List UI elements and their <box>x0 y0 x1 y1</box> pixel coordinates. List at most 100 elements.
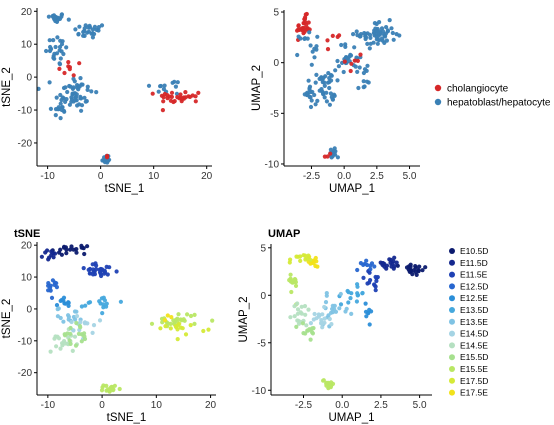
point-e11-5e <box>102 268 107 273</box>
point-hepatoblast-hepatocyte <box>174 91 179 96</box>
y-tick-label: 5 <box>273 8 279 19</box>
point-hepatoblast-hepatocyte <box>322 83 327 88</box>
point-e15-5e <box>328 383 333 388</box>
point-e13-5d <box>83 303 88 308</box>
point-e15-5e <box>321 378 326 383</box>
point-hepatoblast-hepatocyte <box>367 46 372 51</box>
x-tick-label: 20 <box>205 400 217 411</box>
point-hepatoblast-hepatocyte <box>351 31 356 37</box>
point-e13-5e <box>326 313 331 318</box>
point-cholangiocyte <box>161 95 166 100</box>
point-e12-5d <box>46 283 51 288</box>
point-e12-5d <box>372 264 377 269</box>
point-cholangiocyte <box>325 47 331 52</box>
legend-swatch-e17-5d <box>449 377 455 384</box>
point-hepatoblast-hepatocyte <box>71 85 76 90</box>
point-e15-5d <box>73 343 79 348</box>
legend-swatch-e11-5d <box>449 259 455 266</box>
point-hepatoblast-hepatocyte <box>328 91 333 96</box>
point-hepatoblast-hepatocyte <box>333 152 338 157</box>
point-hepatoblast-hepatocyte <box>76 31 81 37</box>
y-tick-label: 0 <box>26 73 32 84</box>
point-e14-5e <box>48 349 53 354</box>
point-hepatoblast-hepatocyte <box>361 79 366 84</box>
point-hepatoblast-hepatocyte <box>308 43 313 48</box>
point-e15-5e <box>149 321 155 326</box>
point-hepatoblast-hepatocyte <box>335 58 340 64</box>
point-hepatoblast-hepatocyte <box>320 90 326 95</box>
point-hepatoblast-hepatocyte <box>58 116 63 121</box>
point-hepatoblast-hepatocyte <box>361 70 366 76</box>
point-e17-5d <box>178 325 183 330</box>
point-hepatoblast-hepatocyte <box>296 34 301 39</box>
point-e10-5d <box>408 264 413 269</box>
legend-swatch-cholangiocyte <box>434 84 442 92</box>
point-e14-5e <box>303 312 308 317</box>
point-hepatoblast-hepatocyte <box>327 102 332 107</box>
point-hepatoblast-hepatocyte <box>89 31 94 36</box>
point-e14-5d <box>78 320 83 325</box>
point-cholangiocyte <box>71 73 76 78</box>
legend-label-e13-5e: E13.5E <box>460 317 488 327</box>
point-hepatoblast-hepatocyte <box>343 55 349 60</box>
point-e12-5e <box>363 301 368 306</box>
point-hepatoblast-hepatocyte <box>49 46 54 52</box>
point-e11-5e <box>361 275 366 280</box>
point-e15-5e <box>176 312 181 317</box>
point-hepatoblast-hepatocyte <box>354 29 359 34</box>
point-hepatoblast-hepatocyte <box>156 89 161 94</box>
point-e17-5d <box>301 253 306 258</box>
point-e14-5e <box>288 315 293 320</box>
y-tick-label: -20 <box>18 368 33 379</box>
point-hepatoblast-hepatocyte <box>55 107 61 112</box>
point-e10-5d <box>68 247 73 252</box>
legend-swatch-e14-5e <box>449 342 455 349</box>
point-hepatoblast-hepatocyte <box>47 80 52 85</box>
point-hepatoblast-hepatocyte <box>322 95 327 100</box>
point-e14-5d <box>91 323 97 328</box>
point-cholangiocyte <box>183 90 188 95</box>
point-hepatoblast-hepatocyte <box>54 51 60 56</box>
point-e10-5d <box>395 263 400 268</box>
point-hepatoblast-hepatocyte <box>384 25 389 30</box>
point-hepatoblast-hepatocyte <box>352 45 357 50</box>
point-e12-5d <box>54 285 60 290</box>
legend-swatch-e13-5e <box>449 318 455 325</box>
point-e15-5d <box>74 320 79 326</box>
point-hepatoblast-hepatocyte <box>314 44 319 49</box>
point-e17-5e <box>162 318 168 323</box>
point-hepatoblast-hepatocyte <box>302 36 307 42</box>
point-e10-5d <box>59 252 64 257</box>
x-tick-label: -2.5 <box>303 171 321 182</box>
legend-label-e15-5d: E15.5D <box>460 352 488 362</box>
point-e15-5d <box>67 338 72 343</box>
point-hepatoblast-hepatocyte <box>394 31 399 37</box>
legend-swatch-e15-5d <box>449 354 455 361</box>
point-hepatoblast-hepatocyte <box>57 44 63 50</box>
point-e15-5e <box>107 389 112 394</box>
point-e12-5d <box>355 267 360 273</box>
point-cholangiocyte <box>303 20 308 25</box>
point-e11-5e <box>97 267 102 272</box>
point-hepatoblast-hepatocyte <box>312 55 317 60</box>
point-e13-5e <box>338 291 343 297</box>
point-hepatoblast-hepatocyte <box>58 38 63 43</box>
point-e17-5d <box>298 254 303 259</box>
point-e17-5d <box>177 321 182 326</box>
point-e11-5e <box>91 267 96 272</box>
point-e15-5d <box>300 321 305 326</box>
point-hepatoblast-hepatocyte <box>314 72 319 77</box>
y-tick-label: 0 <box>260 291 266 302</box>
point-hepatoblast-hepatocyte <box>391 37 396 42</box>
point-e13-5d <box>118 299 123 304</box>
point-e13-5e <box>330 306 335 312</box>
point-e15-5d <box>78 325 83 330</box>
point-hepatoblast-hepatocyte <box>48 106 54 111</box>
point-hepatoblast-hepatocyte <box>302 92 307 97</box>
point-hepatoblast-hepatocyte <box>78 76 83 81</box>
point-e14-5d <box>316 312 321 317</box>
point-e14-5e <box>306 307 311 312</box>
point-e13-5e <box>324 291 329 296</box>
y-tick-label: 10 <box>21 40 33 51</box>
